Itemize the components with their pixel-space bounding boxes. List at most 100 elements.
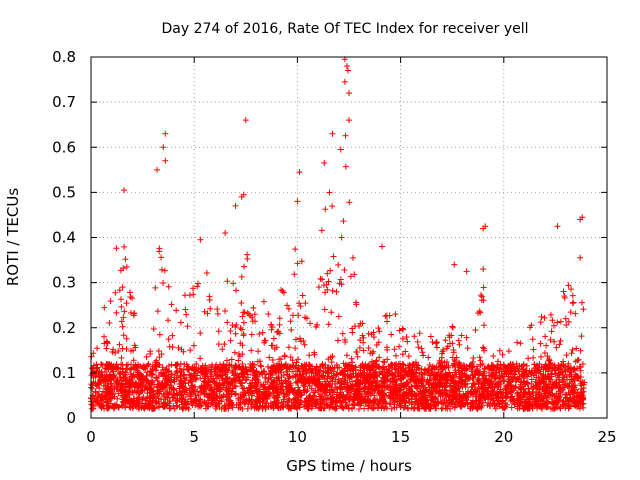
data-point: [449, 389, 456, 396]
data-point: [172, 397, 179, 404]
data-point: [180, 348, 187, 355]
data-point: [186, 391, 193, 398]
data-point: [142, 365, 149, 372]
data-point: [415, 401, 422, 408]
data-point: [209, 362, 216, 369]
data-point: [172, 370, 179, 377]
data-point: [296, 169, 303, 176]
data-point: [352, 388, 359, 395]
data-point: [414, 338, 421, 345]
data-point: [111, 393, 118, 400]
data-point: [420, 352, 427, 359]
data-point: [382, 372, 389, 379]
data-point: [329, 287, 336, 294]
data-point: [391, 366, 398, 373]
data-point: [547, 360, 554, 367]
data-point: [244, 251, 251, 258]
data-point: [544, 400, 551, 407]
y-tick-label: 0.3: [52, 274, 76, 292]
data-point: [252, 402, 259, 409]
data-point: [201, 379, 208, 386]
data-point: [104, 385, 111, 392]
data-point: [348, 373, 355, 380]
data-point: [373, 372, 380, 379]
data-point: [384, 318, 391, 325]
data-point: [388, 361, 395, 368]
data-point: [297, 372, 304, 379]
data-point: [398, 400, 405, 407]
data-point: [499, 351, 506, 358]
data-point: [428, 403, 435, 410]
data-point: [295, 312, 302, 319]
data-point: [324, 373, 331, 380]
data-point: [573, 372, 580, 379]
data-point: [461, 367, 468, 374]
data-point: [520, 379, 527, 386]
data-point: [480, 225, 487, 232]
data-point: [551, 362, 558, 369]
data-point: [264, 379, 271, 386]
data-point: [276, 356, 283, 363]
data-point: [292, 373, 299, 380]
data-point: [182, 387, 189, 394]
data-point: [432, 382, 439, 389]
data-point: [350, 393, 357, 400]
data-point: [357, 337, 364, 344]
data-point: [242, 117, 249, 124]
y-tick-label: 0: [66, 409, 76, 427]
data-point: [188, 400, 195, 407]
data-point: [337, 146, 344, 153]
data-point: [216, 365, 223, 372]
data-point: [477, 357, 484, 364]
data-point: [298, 258, 305, 265]
data-point: [562, 403, 569, 410]
data-point: [455, 383, 462, 390]
data-point: [552, 381, 559, 388]
data-point: [248, 347, 255, 354]
data-point: [123, 300, 130, 307]
data-point: [519, 383, 526, 390]
data-point: [515, 389, 522, 396]
data-point: [256, 330, 263, 337]
data-point: [123, 376, 130, 383]
data-point: [152, 374, 159, 381]
data-point: [118, 318, 125, 325]
data-point: [488, 366, 495, 373]
data-point: [258, 369, 265, 376]
data-point: [308, 385, 315, 392]
data-point: [158, 351, 165, 358]
data-point: [226, 402, 233, 409]
data-point: [327, 267, 334, 274]
data-point: [310, 389, 317, 396]
data-point: [227, 337, 234, 344]
data-points: [88, 56, 588, 412]
data-point: [452, 358, 459, 365]
data-point: [550, 322, 557, 329]
data-point: [259, 392, 266, 399]
data-point: [154, 166, 161, 173]
data-point: [232, 202, 239, 209]
data-point: [299, 292, 306, 299]
data-point: [184, 323, 191, 330]
data-point: [499, 400, 506, 407]
data-point: [558, 361, 565, 368]
data-point: [155, 348, 162, 355]
data-point: [376, 363, 383, 370]
data-point: [150, 381, 157, 388]
data-point: [197, 355, 204, 362]
data-point: [285, 375, 292, 382]
data-point: [335, 261, 342, 268]
data-point: [303, 370, 310, 377]
data-point: [323, 401, 330, 408]
data-point: [506, 389, 513, 396]
data-point: [435, 400, 442, 407]
data-point: [191, 397, 198, 404]
data-point: [204, 372, 211, 379]
data-point: [487, 380, 494, 387]
data-point: [551, 338, 558, 345]
data-point: [379, 368, 386, 375]
data-point: [507, 397, 514, 404]
data-point: [281, 393, 288, 400]
data-point: [512, 374, 519, 381]
data-point: [264, 363, 271, 370]
